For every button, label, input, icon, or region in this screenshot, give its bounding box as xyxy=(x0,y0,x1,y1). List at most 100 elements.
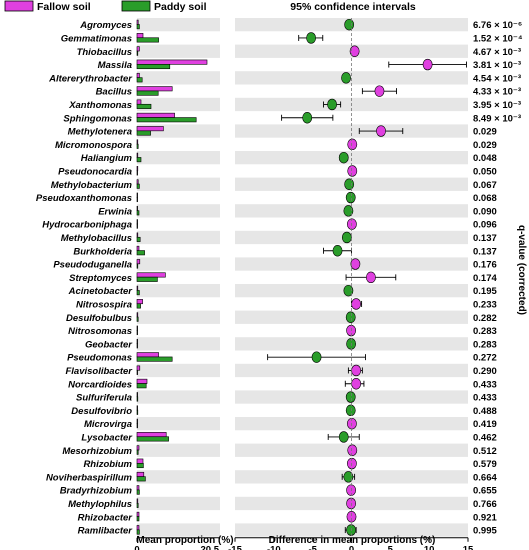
legend: Fallow soil Paddy soil xyxy=(4,0,207,13)
ci-x-tick-label: 5 xyxy=(388,545,394,550)
bar-paddy xyxy=(136,37,159,43)
ci-point xyxy=(345,391,356,403)
bar-fallow xyxy=(136,525,140,531)
bar-paddy xyxy=(136,290,140,296)
stripe-bar-panel xyxy=(137,44,220,58)
bar-paddy xyxy=(136,143,139,149)
bar-paddy xyxy=(136,197,138,203)
bar-paddy xyxy=(136,64,171,70)
ci-point xyxy=(347,138,358,151)
bar-fallow xyxy=(136,139,139,145)
genus-label: Hydrocarboniphaga xyxy=(42,220,132,231)
q-value: 0.176 xyxy=(473,260,497,271)
ci-point xyxy=(351,378,362,390)
q-value: 0.664 xyxy=(473,472,497,483)
ci-point xyxy=(374,85,385,97)
q-value: 6.76 × 10⁻⁶ xyxy=(473,20,522,31)
bar-fallow xyxy=(136,166,139,172)
ci-point xyxy=(338,431,349,443)
ci-point xyxy=(345,191,356,204)
bar-fallow xyxy=(136,485,140,491)
stripe-bar-panel xyxy=(137,18,220,32)
bar-paddy xyxy=(136,303,141,309)
ci-title: 95% confidence intervals xyxy=(290,1,416,13)
bar-paddy xyxy=(136,449,139,455)
ci-point xyxy=(341,72,351,84)
bar-fallow xyxy=(136,405,138,411)
genus-label: Methylobacillus xyxy=(61,233,132,244)
bar-fallow xyxy=(136,59,208,65)
ci-point xyxy=(346,511,357,523)
legend-label-fallow: Fallow soil xyxy=(37,1,91,13)
ci-point xyxy=(302,112,313,124)
ci-point xyxy=(327,98,337,111)
bar-paddy xyxy=(136,130,151,136)
bar-paddy xyxy=(136,476,146,482)
ci-point xyxy=(345,311,356,323)
ci-point xyxy=(347,444,358,456)
bar-fallow xyxy=(136,126,164,132)
bar-fallow xyxy=(136,152,139,158)
stripe-bar-panel xyxy=(137,284,220,298)
q-value: 4.54 × 10⁻³ xyxy=(473,73,521,84)
q-value: 0.283 xyxy=(473,326,497,337)
ci-x-tick-label: 15 xyxy=(463,545,474,550)
genus-label: Microvirga xyxy=(84,419,132,430)
genus-label: Massila xyxy=(98,60,132,71)
q-value: 8.49 × 10⁻³ xyxy=(473,113,521,124)
genus-label: Methylobacterium xyxy=(51,180,133,191)
bar-paddy xyxy=(136,90,159,96)
q-value: 0.050 xyxy=(473,166,497,177)
bar-fallow xyxy=(136,232,139,238)
q-value: 0.048 xyxy=(473,153,497,164)
bar-paddy xyxy=(136,170,138,176)
bar-fallow xyxy=(136,19,139,25)
q-value: 0.272 xyxy=(473,353,497,364)
q-value: 0.137 xyxy=(473,246,497,257)
stripe-ci-panel xyxy=(235,124,468,138)
ci-x-tick-label: 0 xyxy=(349,545,354,550)
ci-point xyxy=(350,258,361,270)
q-value: 0.488 xyxy=(473,406,497,417)
ci-panel xyxy=(267,18,467,536)
q-value: 4.67 × 10⁻³ xyxy=(473,47,521,58)
bar-fallow xyxy=(136,458,144,464)
genus-label: Micromonospora xyxy=(55,140,132,151)
bar-paddy xyxy=(136,276,158,282)
bar-x-axis-label: Mean proportion (%) xyxy=(136,535,233,546)
q-value: 0.995 xyxy=(473,526,497,537)
bar-fallow xyxy=(136,46,140,52)
q-value: 3.95 × 10⁻³ xyxy=(473,100,521,111)
ci-point xyxy=(344,178,355,190)
stripe-bar-panel xyxy=(137,71,220,85)
ci-point xyxy=(347,165,358,177)
stripe-bar-panel xyxy=(137,177,220,191)
stripe-bar-panel xyxy=(137,337,220,351)
q-value: 0.029 xyxy=(473,127,497,138)
genus-label: Rhizobacter xyxy=(78,512,134,523)
bar-fallow xyxy=(136,299,143,305)
q-value: 0.283 xyxy=(473,339,497,350)
q-value: 0.096 xyxy=(473,220,497,231)
ci-x-tick-label: -10 xyxy=(267,545,281,550)
stripe-bar-panel xyxy=(137,97,220,112)
genus-label: Flavisolibacter xyxy=(65,366,133,377)
bar-paddy xyxy=(136,117,197,123)
ci-point xyxy=(422,58,433,71)
genus-label: Rhizobium xyxy=(83,459,132,470)
bar-fallow xyxy=(136,179,139,185)
bar-paddy xyxy=(136,423,138,429)
bar-paddy xyxy=(136,330,138,336)
bar-paddy xyxy=(136,157,142,163)
bar-paddy xyxy=(136,77,143,83)
q-axis-label: q-value (corrected) xyxy=(516,225,527,315)
q-value-column: 6.76 × 10⁻⁶ 1.52 × 10⁻⁴ 4.67 × 10⁻³ 3.81 × … xyxy=(473,20,523,536)
q-value: 0.921 xyxy=(473,512,497,523)
stripe-bar-panel xyxy=(137,417,220,431)
genus-label: Pseudomonas xyxy=(67,353,132,364)
genus-label: Norcardioides xyxy=(68,379,132,390)
q-value: 0.433 xyxy=(473,379,497,390)
bar-fallow xyxy=(136,511,140,517)
genus-label: Altererythrobacter xyxy=(48,73,133,84)
